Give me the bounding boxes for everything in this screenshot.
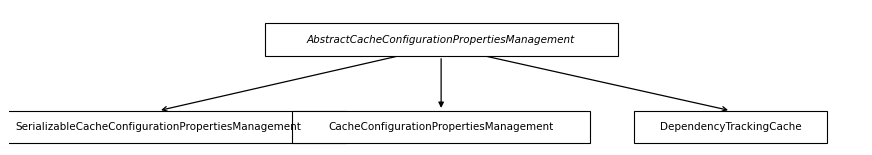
Text: CacheConfigurationPropertiesManagement: CacheConfigurationPropertiesManagement [329, 122, 554, 132]
Text: AbstractCacheConfigurationPropertiesManagement: AbstractCacheConfigurationPropertiesMana… [307, 35, 576, 45]
Bar [265, 23, 617, 56]
Bar [635, 111, 828, 143]
Bar [0, 111, 346, 143]
Text: SerializableCacheConfigurationPropertiesManagement: SerializableCacheConfigurationProperties… [16, 122, 301, 132]
Text: DependencyTrackingCache: DependencyTrackingCache [660, 122, 801, 132]
Bar [292, 111, 590, 143]
